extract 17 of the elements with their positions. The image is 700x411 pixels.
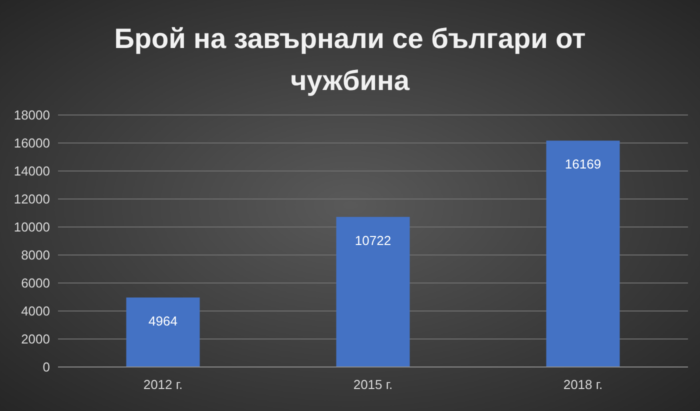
chart-title: Брой на завърнали се българи от чужбина	[114, 23, 586, 96]
y-tick-label: 8000	[21, 248, 50, 263]
y-tick-label: 12000	[14, 192, 50, 207]
y-tick-label: 14000	[14, 164, 50, 179]
data-label: 4964	[148, 314, 178, 329]
x-tick-label: 2015 г.	[353, 377, 393, 392]
data-label: 16169	[564, 156, 602, 172]
y-tick-label: 10000	[14, 220, 50, 235]
y-tick-label: 2000	[21, 332, 50, 347]
y-tick-label: 16000	[14, 136, 50, 151]
x-tick-label: 2018 г.	[563, 377, 603, 392]
y-tick-label: 4000	[21, 304, 50, 319]
x-tick-label: 2012 г.	[143, 377, 183, 392]
y-tick-label: 18000	[14, 108, 50, 123]
y-tick-label: 6000	[21, 276, 50, 291]
data-label: 10722	[354, 232, 392, 248]
y-tick-label: 0	[42, 360, 50, 375]
